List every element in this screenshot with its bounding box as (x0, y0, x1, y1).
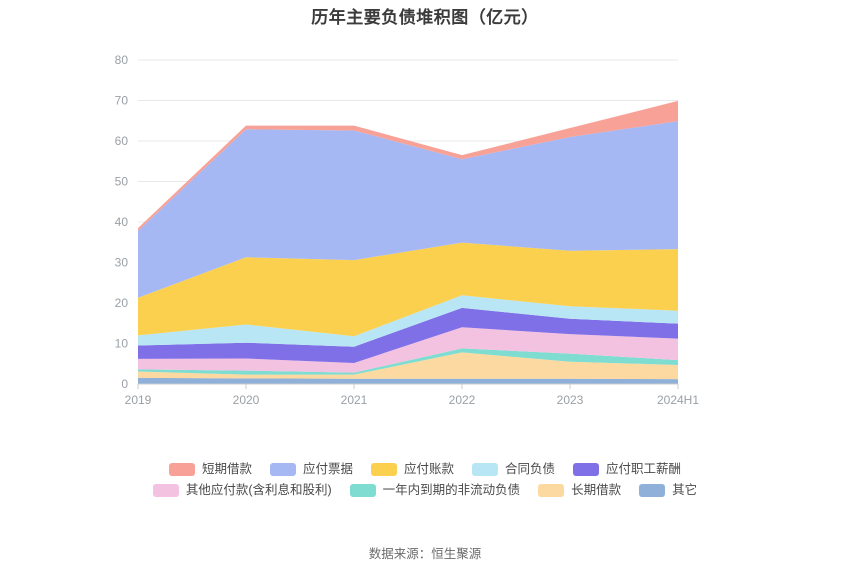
x-tick-labels-group: 2019 2020 2021 2022 2023 2024H1 (125, 393, 700, 407)
legend-swatch-icon (370, 462, 397, 476)
y-axis-tick-label: 70 (115, 94, 129, 108)
y-tick-labels-group: 0 10 20 30 40 50 60 70 80 (115, 53, 129, 391)
x-axis-tick-label: 2021 (341, 393, 368, 407)
area-series-group (138, 100, 678, 384)
legend-item[interactable]: 应付账款 (370, 462, 454, 476)
legend-item-label: 其他应付款(含利息和股利) (185, 483, 332, 497)
axes-group (137, 383, 679, 389)
x-axis-tick-label: 2024H1 (657, 393, 699, 407)
chart-legend: 短期借款 应付票据 应付账款 合同负债 应付职工薪酬其他应付款(含利息和股利) 一年内到期… (0, 462, 850, 497)
legend-item[interactable]: 应付职工薪酬 (573, 462, 681, 476)
y-axis-tick-label: 20 (115, 296, 129, 310)
x-axis-tick-label: 2020 (233, 393, 260, 407)
y-axis-tick-label: 60 (115, 134, 129, 148)
area-series (138, 242, 678, 337)
area-series (138, 295, 678, 347)
legend-item-label: 短期借款 (201, 462, 252, 476)
legend-swatch-icon (269, 462, 296, 476)
area-series (138, 121, 678, 298)
legend-swatch-icon (168, 462, 195, 476)
y-axis-tick-label: 80 (115, 53, 129, 67)
legend-item[interactable]: 长期借款 (538, 483, 621, 497)
legend-item-label: 应付账款 (403, 462, 454, 476)
area-series (138, 307, 678, 363)
legend-row: 短期借款 应付票据 应付账款 合同负债 应付职工薪酬 (168, 462, 681, 476)
area-series (138, 377, 678, 384)
legend-swatch-icon (538, 483, 565, 497)
y-axis-tick-label: 30 (115, 256, 129, 270)
legend-swatch-icon (573, 462, 600, 476)
legend-item[interactable]: 其他应付款(含利息和股利) (152, 483, 332, 497)
legend-item[interactable]: 一年内到期的非流动负债 (349, 483, 521, 497)
legend-swatch-icon (639, 483, 666, 497)
legend-swatch-icon (349, 483, 376, 497)
legend-item-label: 合同负债 (505, 462, 556, 476)
y-axis-tick-label: 40 (115, 215, 129, 229)
plot-area: 0 10 20 30 40 50 60 70 80 2019 2020 2021 2022 2023 20… (0, 36, 850, 426)
y-axis-tick-label: 10 (115, 337, 129, 351)
legend-item[interactable]: 应付票据 (269, 462, 353, 476)
legend-row: 其他应付款(含利息和股利) 一年内到期的非流动负债 长期借款 其它 (152, 483, 697, 497)
legend-item-label: 其它 (672, 483, 698, 497)
y-axis-tick-label: 0 (121, 377, 128, 391)
area-series (138, 348, 678, 375)
legend-item[interactable]: 合同负债 (472, 462, 555, 476)
area-series (138, 352, 678, 380)
legend-swatch-icon (152, 483, 179, 497)
legend-swatch-icon (472, 462, 498, 476)
x-axis-tick-label: 2023 (557, 393, 584, 407)
y-axis-tick-label: 50 (115, 175, 129, 189)
legend-item-label: 一年内到期的非流动负债 (382, 483, 521, 497)
x-axis-tick-label: 2022 (449, 393, 476, 407)
page-title: 历年主要负债堆积图（亿元） (311, 8, 539, 27)
legend-item-label: 应付票据 (302, 462, 353, 476)
legend-item[interactable]: 其它 (639, 483, 697, 497)
area-series (138, 327, 678, 373)
legend-item[interactable]: 短期借款 (168, 462, 252, 476)
legend-item-label: 应付职工薪酬 (606, 462, 682, 476)
source-note: 数据来源：恒生聚源 (368, 547, 482, 561)
x-axis-tick-label: 2019 (125, 393, 152, 407)
legend-item-label: 长期借款 (571, 483, 622, 497)
